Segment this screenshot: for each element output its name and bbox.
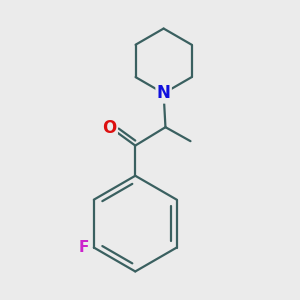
Text: N: N	[157, 84, 171, 102]
Text: F: F	[78, 240, 89, 255]
Text: O: O	[102, 119, 117, 137]
